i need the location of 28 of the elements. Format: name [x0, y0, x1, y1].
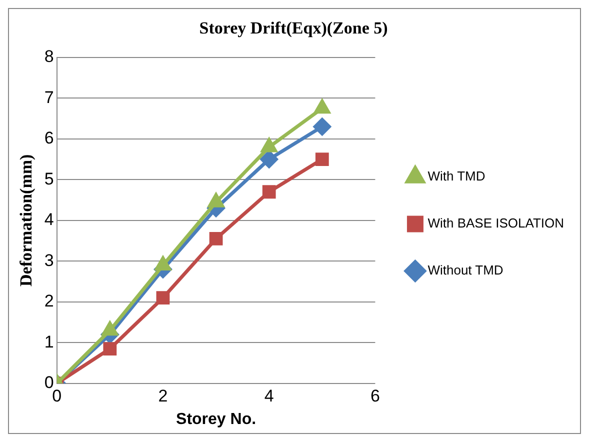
- point: [262, 185, 276, 199]
- y-tick-label: 6: [44, 128, 54, 148]
- point: [208, 193, 224, 208]
- y-tick-label: 8: [44, 47, 54, 66]
- x-axis-title: Storey No.: [176, 410, 256, 428]
- chart-title: Storey Drift(Eqx)(Zone 5): [199, 18, 388, 38]
- y-tick-label: 3: [44, 250, 54, 270]
- point: [313, 118, 331, 136]
- y-tick-label: 5: [44, 169, 54, 188]
- legend-label: With TMD: [428, 168, 486, 184]
- point: [261, 138, 277, 152]
- point: [156, 291, 170, 305]
- point: [209, 232, 223, 246]
- x-tick-label: 2: [158, 386, 168, 406]
- point: [314, 100, 330, 114]
- y-axis-title: Deformation(mm): [16, 154, 36, 286]
- point: [315, 152, 329, 166]
- y-tick-label: 2: [44, 292, 54, 311]
- x-tick-label: 6: [370, 386, 380, 406]
- y-tick-label: 7: [44, 88, 54, 107]
- y-tick-label: 0: [44, 373, 54, 392]
- y-tick-label: 4: [44, 210, 54, 230]
- point: [103, 342, 117, 356]
- legend-label: Without TMD: [428, 262, 504, 278]
- y-tick-label: 1: [44, 332, 54, 352]
- x-tick-label: 4: [264, 386, 274, 406]
- legend-label: With BASE ISOLATION: [428, 216, 564, 231]
- point: [260, 150, 278, 168]
